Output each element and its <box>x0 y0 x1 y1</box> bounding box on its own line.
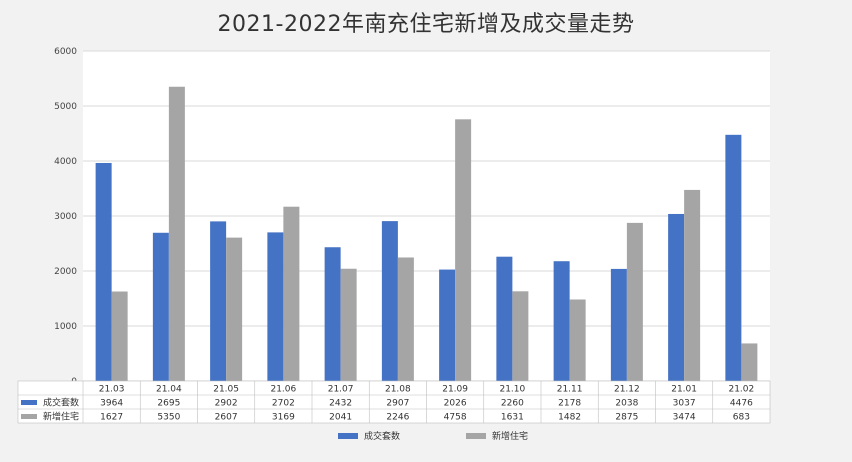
bar-new-supply <box>569 299 586 381</box>
data-label: 2902 <box>215 399 238 409</box>
data-label: 2875 <box>615 413 638 423</box>
x-tick-label: 21.08 <box>385 385 411 395</box>
data-label: 5350 <box>157 413 180 423</box>
bar-new-supply <box>340 268 357 381</box>
bar-new-supply <box>397 257 414 381</box>
data-label: 2041 <box>329 413 352 423</box>
x-tick-label: 21.06 <box>270 385 296 395</box>
legend-swatch <box>338 433 358 439</box>
table-legend-key <box>21 414 37 419</box>
y-tick-label: 3000 <box>54 212 77 222</box>
y-tick-label: 2000 <box>54 267 77 277</box>
data-table <box>17 380 771 424</box>
table-series-name: 新增住宅 <box>43 411 79 423</box>
chart-title: 2021-2022年南充住宅新增及成交量走势 <box>217 12 635 37</box>
data-label: 3037 <box>673 399 696 409</box>
bar-deals <box>725 134 742 381</box>
data-label: 2026 <box>444 399 467 409</box>
bar-deals <box>210 221 227 381</box>
bar-new-supply <box>741 343 758 381</box>
bar-deals <box>324 247 341 381</box>
bar-new-supply <box>226 237 243 381</box>
y-tick-label: 1000 <box>54 322 77 332</box>
bar-new-supply <box>455 119 472 381</box>
bar-new-supply <box>283 206 300 381</box>
data-label: 2702 <box>272 399 295 409</box>
x-tick-label: 21.07 <box>328 385 354 395</box>
x-tick-label: 21.02 <box>728 385 754 395</box>
data-label: 3964 <box>100 399 123 409</box>
x-tick-label: 21.11 <box>557 385 583 395</box>
y-tick-label: 5000 <box>54 102 77 112</box>
legend-label: 新增住宅 <box>492 430 528 442</box>
data-label: 2178 <box>558 399 581 409</box>
x-tick-label: 21.10 <box>499 385 525 395</box>
legend-label: 成交套数 <box>364 430 400 442</box>
bar-deals <box>610 268 627 381</box>
table-legend-key <box>21 400 37 405</box>
y-tick-label: 4000 <box>54 157 77 167</box>
x-tick-label: 21.12 <box>614 385 640 395</box>
bar-deals <box>267 232 284 381</box>
data-label: 1482 <box>558 413 581 423</box>
data-label: 683 <box>733 413 750 423</box>
data-label: 2907 <box>386 399 409 409</box>
x-tick-label: 21.05 <box>213 385 239 395</box>
data-label: 2038 <box>615 399 638 409</box>
bar-new-supply <box>512 291 529 381</box>
data-label: 2607 <box>215 413 238 423</box>
data-label: 3169 <box>272 413 295 423</box>
bar-new-supply <box>684 189 701 381</box>
data-label: 2260 <box>501 399 524 409</box>
legend-swatch <box>466 433 486 439</box>
y-tick-label: 6000 <box>54 47 77 57</box>
bar-deals <box>95 162 112 381</box>
data-label: 4476 <box>730 399 753 409</box>
bar-deals <box>553 261 570 381</box>
data-label: 2246 <box>386 413 409 423</box>
table-series-name: 成交套数 <box>43 397 79 409</box>
x-tick-label: 21.04 <box>156 385 182 395</box>
x-tick-label: 21.03 <box>99 385 125 395</box>
data-label: 4758 <box>444 413 467 423</box>
data-label: 1631 <box>501 413 524 423</box>
bar-deals <box>668 213 685 381</box>
x-tick-label: 21.09 <box>442 385 468 395</box>
bar-deals <box>381 221 398 381</box>
x-tick-label: 21.01 <box>671 385 697 395</box>
bar-new-supply <box>626 222 643 381</box>
bar-new-supply <box>111 291 128 381</box>
bar-deals <box>152 232 169 381</box>
bar-new-supply <box>168 86 185 381</box>
bar-deals <box>496 256 513 381</box>
data-label: 2695 <box>157 399 180 409</box>
bar-deals <box>439 269 456 381</box>
data-label: 2432 <box>329 399 352 409</box>
data-label: 3474 <box>673 413 696 423</box>
data-label: 1627 <box>100 413 123 423</box>
